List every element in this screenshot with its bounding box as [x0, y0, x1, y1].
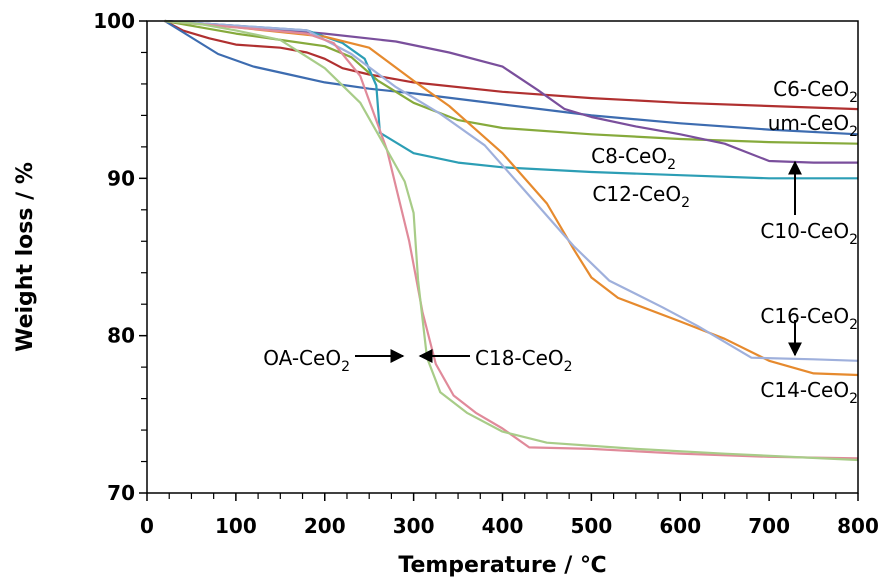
series-line-c14-ceo2: [164, 19, 859, 377]
x-tick-label: 300: [393, 514, 435, 538]
series-line-c6-ceo2: [164, 20, 859, 111]
label-c16-ceo2: C16-CeO2: [760, 304, 858, 333]
series-line-oa-ceo2: [164, 19, 859, 462]
series-line-c18-ceo2: [164, 19, 859, 460]
label-c12-ceo2: C12-CeO2: [592, 182, 690, 211]
series-line-c8-ceo2: [164, 19, 859, 145]
y-tick-label: 90: [107, 166, 135, 190]
y-tick-label: 100: [93, 9, 135, 33]
series-layer: [164, 19, 859, 462]
y-axis-title: Weight loss / %: [13, 162, 38, 352]
label-oa-ceo2: OA-CeO2: [263, 346, 350, 375]
x-tick-label: 100: [215, 514, 257, 538]
x-tick-label: 0: [140, 514, 154, 538]
label-um-ceo2: um-CeO2: [768, 111, 858, 140]
x-tick-label: 400: [482, 514, 524, 538]
x-tick-label: 200: [304, 514, 346, 538]
x-tick-label: 500: [571, 514, 613, 538]
x-axis-title: Temperature / ℃: [398, 553, 606, 578]
x-tick-label: 800: [837, 514, 879, 538]
label-c8-ceo2: C8-CeO2: [591, 144, 676, 173]
label-c10-ceo2: C10-CeO2: [760, 219, 858, 248]
x-tick-label: 600: [659, 514, 701, 538]
series-line-um-ceo2: [164, 20, 859, 136]
x-tick-label: 700: [748, 514, 790, 538]
y-tick-label: 80: [107, 324, 135, 348]
label-c6-ceo2: C6-CeO2: [773, 77, 858, 106]
label-c14-ceo2: C14-CeO2: [760, 378, 858, 407]
series-line-c10-ceo2: [164, 19, 858, 164]
annotation-layer: C6-CeO2 um-CeO2 C8-CeO2 C12-CeO2 C10-CeO2 C16…: [263, 77, 858, 407]
axis-ticks: 0 100 200 300 400 500 600 700 800 70 80 90 100: [93, 9, 879, 538]
y-tick-label: 70: [107, 481, 135, 505]
label-c18-ceo2: C18-CeO2: [475, 346, 573, 375]
